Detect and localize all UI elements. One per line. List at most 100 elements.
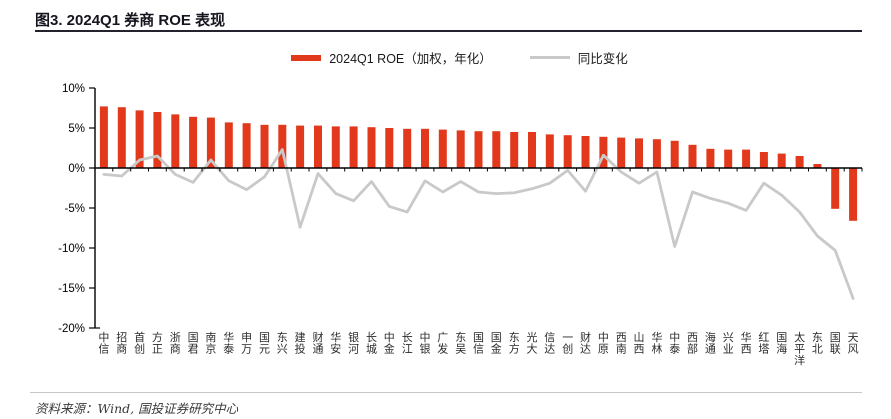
roe-bar [296, 125, 305, 168]
roe-bar [652, 139, 661, 168]
roe-bar [135, 110, 144, 168]
roe-bar [545, 134, 554, 168]
category-label: 华安 [330, 330, 341, 356]
legend-item-roe: 2024Q1 ROE（加权，年化） [291, 48, 492, 67]
yoy-line [102, 148, 855, 300]
roe-bar [99, 106, 108, 168]
x-ticks-group [94, 168, 863, 172]
roe-bar [688, 144, 697, 168]
category-label: 国信 [473, 331, 484, 356]
category-label: 华泰 [223, 330, 234, 356]
category-label: 华林 [651, 330, 662, 356]
legend-bar-swatch-icon [291, 54, 322, 61]
category-label: 东北 [812, 331, 823, 356]
category-label: 西南 [616, 332, 627, 356]
roe-bar [421, 128, 429, 168]
y-tick-label: -20% [58, 323, 85, 335]
roe-bar [563, 135, 572, 168]
y-tick-label: 0% [68, 163, 85, 175]
roe-bar [492, 131, 501, 168]
category-label: 一创 [562, 332, 573, 356]
roe-bar [260, 124, 269, 168]
x-labels-group: 中信招商首创方正浙商国君南京华泰申万国元东兴建投财通华安银河长城中金长江中银广发… [98, 330, 858, 367]
roe-bar [599, 136, 608, 168]
roe-bar [171, 114, 180, 168]
roe-bar [831, 168, 840, 209]
category-label: 红塔 [758, 331, 769, 356]
legend-label-yoy: 同比变化 [577, 52, 628, 66]
footer-rule [30, 392, 862, 393]
roe-bar [581, 136, 590, 168]
category-label: 申万 [241, 331, 252, 356]
category-label: 中信 [98, 331, 109, 356]
roe-bar [777, 153, 786, 168]
roe-bar [438, 129, 447, 168]
roe-bar [331, 126, 340, 168]
category-label: 财达 [580, 330, 591, 356]
roe-bar [224, 122, 233, 168]
roe-bar [117, 107, 126, 168]
category-label: 国君 [188, 331, 199, 356]
y-tick-label: -5% [65, 203, 85, 215]
category-label: 中银 [420, 331, 431, 356]
category-label: 银河 [348, 330, 359, 356]
title-underline [35, 30, 862, 32]
roe-bar [813, 164, 822, 168]
category-label: 方正 [152, 330, 163, 356]
roe-bar [795, 156, 804, 168]
roe-bar [759, 152, 768, 168]
roe-bar [242, 123, 251, 168]
roe-bar [206, 117, 215, 168]
category-label: 国海 [776, 331, 787, 356]
category-label: 光大 [527, 330, 538, 356]
category-label: 中原 [598, 331, 609, 356]
roe-bar [742, 149, 751, 168]
roe-bar [385, 128, 394, 168]
category-label: 信达 [544, 331, 555, 356]
roe-bar [153, 112, 162, 168]
category-label: 山西 [634, 331, 645, 356]
y-tick-label: -10% [58, 243, 85, 255]
roe-bar [849, 168, 858, 221]
roe-bar [314, 125, 322, 168]
source-note: 资料来源：Wind, 国投证券研究中心 [35, 401, 239, 416]
roe-bar [474, 131, 483, 168]
roe-bar [724, 149, 733, 168]
category-label: 东方 [509, 331, 520, 356]
roe-bar [367, 127, 376, 168]
roe-bar [189, 116, 198, 168]
y-tick-label: 10% [62, 83, 85, 95]
category-label: 长江 [402, 331, 413, 356]
roe-bar [403, 128, 412, 168]
category-label: 海通 [705, 330, 716, 356]
roe-bar [510, 132, 519, 168]
category-label: 南京 [205, 331, 216, 356]
roe-bar [617, 137, 626, 168]
category-label: 长城 [366, 331, 377, 356]
y-tick-label: -15% [58, 283, 85, 295]
category-label: 国联 [830, 331, 841, 356]
category-label: 西部 [687, 332, 698, 356]
category-label: 建投 [295, 330, 306, 356]
category-label: 中金 [384, 331, 395, 356]
category-label: 中泰 [669, 331, 680, 356]
figure-title: 图3. 2024Q1 券商 ROE 表现 [35, 12, 226, 29]
roe-bar [456, 130, 465, 168]
category-label: 国金 [491, 331, 502, 356]
category-label: 财通 [313, 330, 324, 356]
bars-group [99, 106, 858, 221]
category-label: 招商 [116, 330, 127, 356]
category-label: 东吴 [455, 331, 466, 356]
category-label: 浙商 [170, 331, 181, 356]
roe-bar [635, 138, 643, 168]
y-labels-group: 10% 5% 0% -5% -10% -15% -20% [58, 83, 95, 335]
roe-bar [670, 140, 679, 168]
chart-legend: 2024Q1 ROE（加权，年化） 同比变化 [14, 48, 891, 67]
y-tick-label: 5% [68, 123, 85, 135]
category-label: 国元 [259, 331, 270, 356]
category-label: 首创 [134, 330, 145, 356]
category-label: 太平洋 [794, 331, 805, 367]
roe-bar [528, 132, 536, 168]
